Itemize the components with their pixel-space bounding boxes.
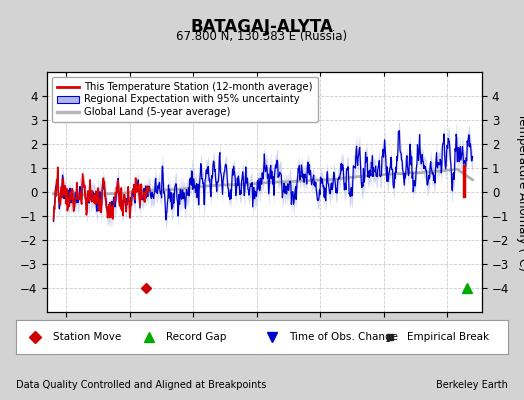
Text: Data Quality Controlled and Aligned at Breakpoints: Data Quality Controlled and Aligned at B… (16, 380, 266, 390)
Text: Station Move: Station Move (52, 332, 121, 342)
Y-axis label: Temperature Anomaly (°C): Temperature Anomaly (°C) (516, 113, 524, 271)
Text: Record Gap: Record Gap (166, 332, 226, 342)
Text: Berkeley Earth: Berkeley Earth (436, 380, 508, 390)
Text: BATAGAJ-ALYTA: BATAGAJ-ALYTA (191, 18, 333, 36)
Text: Empirical Break: Empirical Break (407, 332, 489, 342)
Text: 67.800 N, 130.383 E (Russia): 67.800 N, 130.383 E (Russia) (177, 30, 347, 43)
Legend: This Temperature Station (12-month average), Regional Expectation with 95% uncer: This Temperature Station (12-month avera… (52, 77, 318, 122)
Text: Time of Obs. Change: Time of Obs. Change (289, 332, 398, 342)
